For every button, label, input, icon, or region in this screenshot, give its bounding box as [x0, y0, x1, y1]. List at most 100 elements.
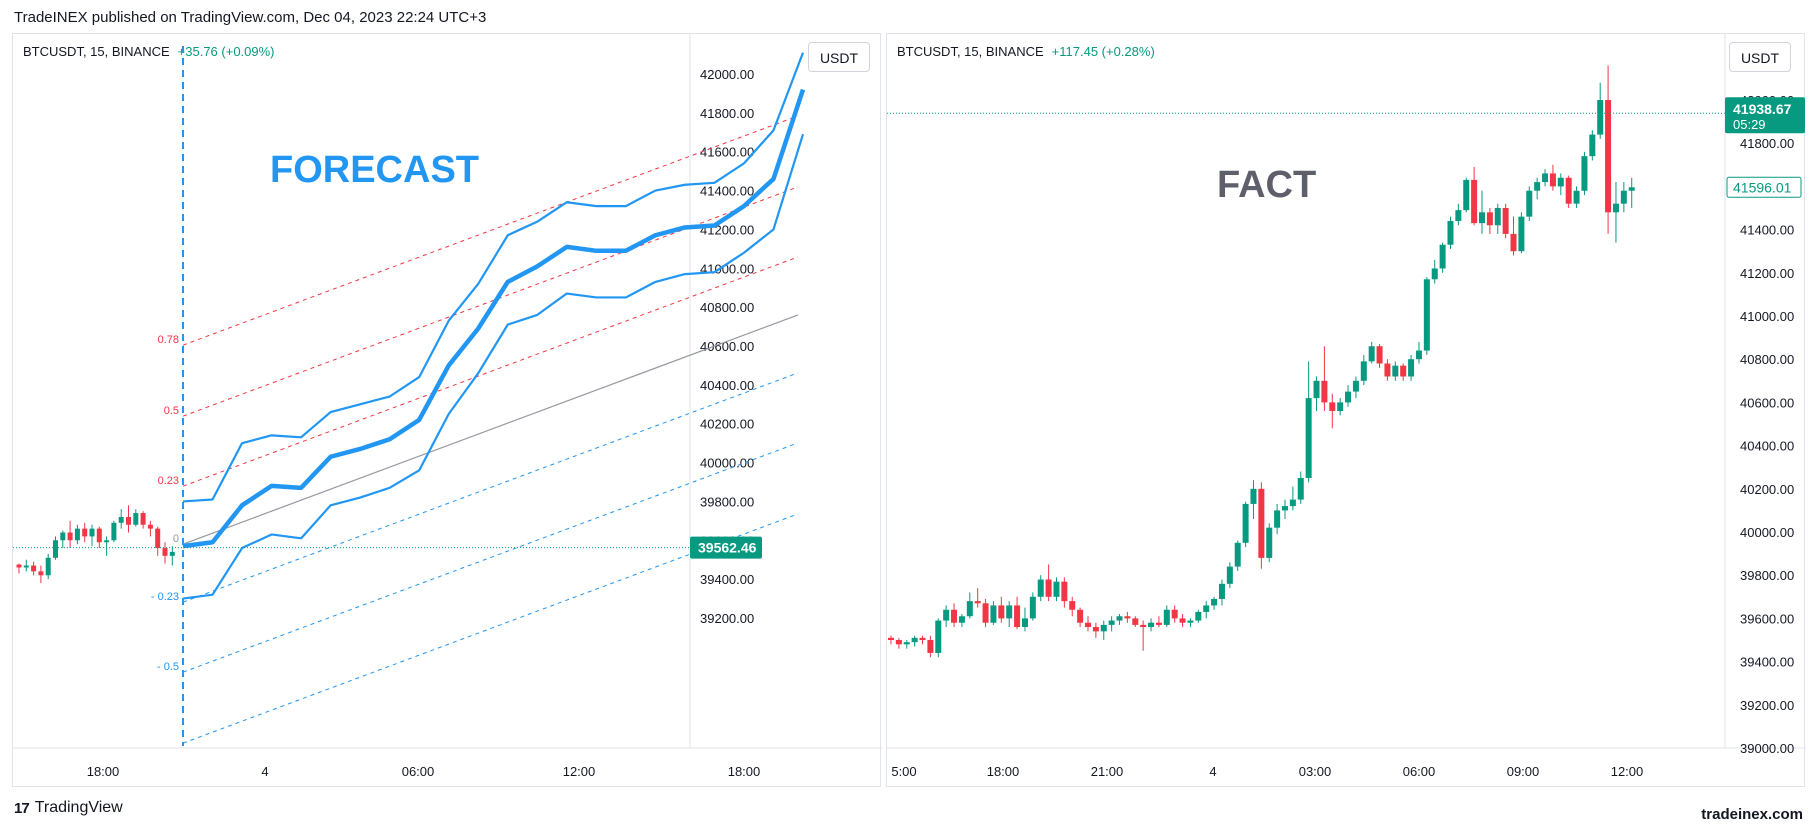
fact-candle-body: [1447, 220, 1454, 245]
fact-candle-body: [1542, 173, 1549, 183]
forecast-y-tick-label: 39200.00: [700, 611, 754, 626]
forecast-y-tick-label: 40800.00: [700, 300, 754, 315]
fact-candle-body: [1321, 380, 1328, 403]
fact-candle-body: [1258, 488, 1265, 558]
fact-candle-body: [1305, 398, 1312, 478]
fact-candle-body: [1053, 581, 1060, 597]
forecast-y-tick-label: 39400.00: [700, 572, 754, 587]
fact-candle-body: [1014, 605, 1021, 628]
fact-candle-body: [1006, 605, 1013, 619]
fact-candle-body: [1140, 624, 1147, 628]
forecast-history-candle-body: [118, 516, 124, 523]
fact-x-tick-label: 06:00: [1403, 764, 1436, 779]
publication-header: TradeINEX published on TradingView.com, …: [14, 9, 487, 26]
fact-candle-body: [1415, 350, 1422, 360]
fact-candle-body: [1179, 618, 1186, 623]
forecast-y-tick-label: 41400.00: [700, 184, 754, 199]
tradingview-logo-text: TradingView: [34, 799, 123, 816]
fact-candle-body: [990, 605, 997, 623]
forecast-fib-channel-line: [182, 115, 799, 346]
fact-candle-body: [1148, 622, 1155, 628]
forecast-history-candle-body: [82, 528, 88, 537]
fact-candle-body: [1494, 208, 1501, 226]
tradingview-logo-icon: 17: [14, 799, 30, 817]
forecast-history-candle-body: [169, 551, 175, 556]
forecast-y-tick-label: 40600.00: [700, 339, 754, 354]
fact-y-tick-label: 39800.00: [1740, 568, 1794, 583]
fact-candle-body: [1274, 510, 1281, 528]
forecast-fib-level-label: 0.23: [158, 475, 179, 487]
fact-candle-body: [1211, 598, 1218, 606]
fact-y-tick-label: 40800.00: [1740, 352, 1794, 367]
fact-candle-body: [1479, 212, 1485, 224]
fact-y-tick-label: 39200.00: [1740, 698, 1794, 713]
fact-candle-body: [1155, 622, 1162, 625]
forecast-band-line: [182, 52, 805, 503]
forecast-history-candle-body: [104, 540, 110, 543]
forecast-band-line: [182, 133, 805, 600]
fact-candle-body: [1486, 212, 1493, 226]
fact-candle-body: [1171, 609, 1178, 619]
fact-marker-price-badge: [1726, 176, 1802, 198]
fact-candle-body: [998, 605, 1005, 619]
forecast-x-tick-label: 06:00: [402, 764, 435, 779]
fact-symbol: BTCUSDT, 15, BINANCE: [897, 44, 1044, 59]
fact-chart-panel[interactable]: BTCUSDT, 15, BINANCE +117.45 (+0.28%) USD…: [886, 33, 1806, 787]
fact-annotation: FACT: [1217, 164, 1316, 206]
fact-candle-body: [1037, 579, 1044, 597]
forecast-history-candle-body: [74, 528, 80, 541]
forecast-fib-channel-line: [182, 372, 799, 603]
forecast-currency-button[interactable]: USDT: [808, 42, 870, 72]
forecast-symbol: BTCUSDT, 15, BINANCE: [23, 44, 170, 59]
fact-candle-body: [951, 609, 958, 623]
fact-candle-body: [1605, 100, 1612, 213]
fact-x-tick-label: 03:00: [1299, 764, 1332, 779]
fact-candle-body: [1628, 187, 1635, 191]
forecast-y-tick-label: 40000.00: [700, 456, 754, 471]
fact-candle-body: [895, 640, 902, 645]
fact-candle-body: [1471, 179, 1478, 224]
fact-candle-body: [1612, 203, 1619, 213]
fact-candle-body: [1502, 208, 1509, 234]
fact-y-tick-label: 41000.00: [1740, 309, 1794, 324]
fact-candle-body: [1345, 391, 1352, 403]
fact-candle-body: [1045, 579, 1052, 597]
tradingview-logo[interactable]: 17 TradingView: [14, 799, 123, 817]
forecast-fib-level-label: - 0.23: [151, 591, 179, 603]
fact-candle-body: [1116, 616, 1123, 621]
forecast-chart-panel[interactable]: BTCUSDT, 15, BINANCE +35.76 (+0.09%) USDT…: [12, 33, 882, 787]
forecast-history-candle-body: [45, 557, 51, 576]
fact-candle-body: [1124, 616, 1131, 619]
fact-candle-body: [1242, 503, 1249, 543]
fact-candle-body: [1352, 380, 1359, 392]
fact-candle-body: [1108, 620, 1115, 625]
fact-y-tick-label: 41800.00: [1740, 136, 1794, 151]
fact-x-tick-label: 4: [1209, 764, 1216, 779]
fact-candle-body: [1187, 620, 1194, 623]
fact-candle-body: [1100, 624, 1107, 632]
fact-candle-body: [1085, 622, 1091, 628]
forecast-history-candle-body: [155, 528, 161, 549]
fact-candle-body: [982, 603, 989, 623]
fact-candle-body: [1581, 156, 1588, 191]
fact-marker-price-label: 41596.01: [1733, 179, 1792, 195]
fact-candle-body: [1589, 134, 1596, 157]
fact-currency-button[interactable]: USDT: [1729, 42, 1791, 72]
fact-candle-body: [1534, 182, 1541, 191]
forecast-fib-level-label: - 0.5: [157, 661, 179, 673]
fact-candle-body: [1463, 179, 1470, 211]
fact-candle-body: [1392, 365, 1399, 377]
forecast-history-candle-body: [67, 532, 73, 541]
fact-candle-body: [1203, 605, 1210, 612]
fact-candle-body: [1400, 365, 1407, 377]
fact-y-tick-label: 39000.00: [1740, 741, 1794, 756]
forecast-history-candle-body: [96, 528, 102, 543]
fact-candle-body: [927, 640, 934, 653]
fact-candle-body: [1384, 363, 1391, 377]
fact-candle-body: [1455, 210, 1462, 221]
forecast-trend-line: [182, 314, 799, 545]
forecast-history-candle-body: [133, 513, 139, 525]
fact-candle-body: [1289, 499, 1296, 507]
fact-candle-body: [1565, 177, 1572, 204]
fact-countdown-label: 05:29: [1733, 117, 1766, 132]
